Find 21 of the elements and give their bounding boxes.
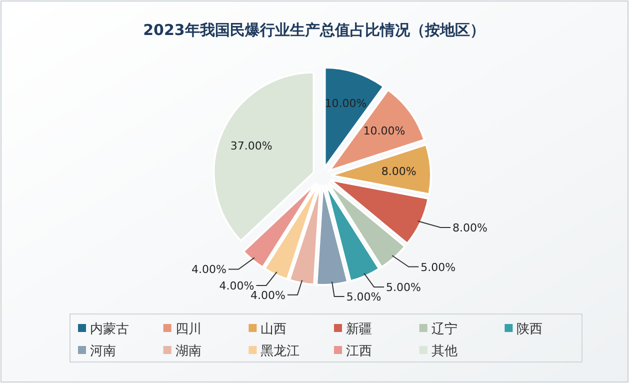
- legend-label: 湖南: [175, 344, 202, 359]
- legend-label: 新疆: [346, 322, 372, 337]
- data-label: 5.00%: [420, 260, 456, 274]
- legend-label: 其他: [431, 344, 458, 359]
- legend-label: 江西: [346, 344, 372, 359]
- data-label: 10.00%: [324, 96, 367, 110]
- legend-label: 黑龙江: [260, 344, 300, 359]
- legend-label: 河南: [90, 344, 116, 359]
- data-label: 5.00%: [386, 281, 421, 294]
- legend-label: 陕西: [516, 322, 543, 337]
- data-label: 10.00%: [363, 124, 406, 138]
- data-label: 5.00%: [346, 290, 382, 304]
- legend-label: 山西: [260, 322, 287, 337]
- data-label: 37.00%: [230, 139, 272, 152]
- data-label: 8.00%: [452, 222, 488, 235]
- legend-label: 内蒙古: [90, 322, 129, 337]
- legend-label: 辽宁: [431, 321, 458, 337]
- data-label: 8.00%: [381, 165, 416, 178]
- chart-title: 2023年我国民爆行业生产总值占比情况（按地区）: [143, 21, 485, 39]
- data-label: 4.00%: [192, 263, 226, 276]
- legend-label: 四川: [175, 322, 202, 337]
